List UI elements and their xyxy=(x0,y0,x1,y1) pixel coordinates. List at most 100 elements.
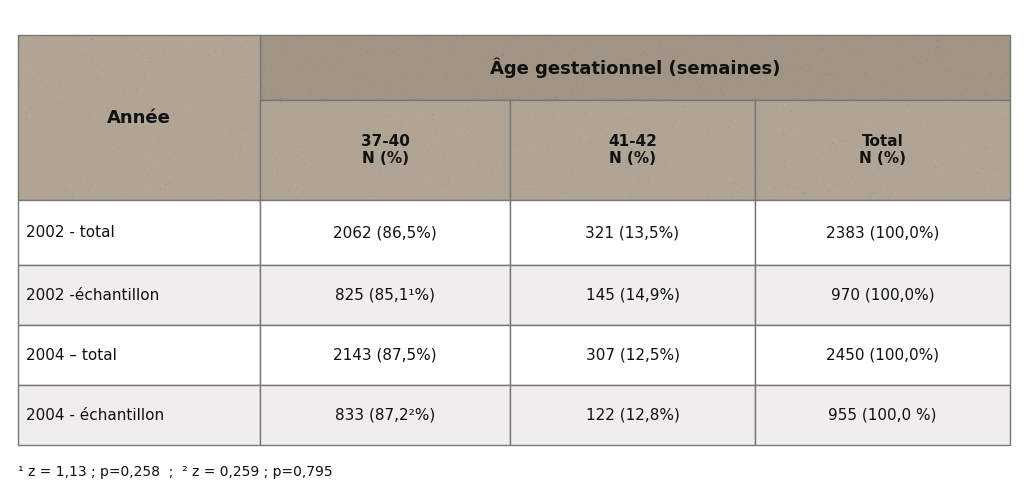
Point xyxy=(134,142,151,150)
Point xyxy=(955,59,972,67)
Point xyxy=(428,128,444,136)
Point xyxy=(940,165,956,173)
Point xyxy=(40,82,56,90)
Point xyxy=(660,167,676,175)
Point xyxy=(529,160,546,168)
Point xyxy=(594,133,610,141)
Point xyxy=(268,121,284,128)
Point xyxy=(274,50,290,58)
Point xyxy=(90,134,107,142)
Point xyxy=(148,93,164,101)
Point xyxy=(910,141,926,149)
Point xyxy=(110,143,126,151)
Point xyxy=(744,42,760,50)
Point xyxy=(632,110,648,118)
Point xyxy=(609,148,626,156)
Point xyxy=(354,80,370,88)
Point xyxy=(230,171,246,179)
Point xyxy=(278,179,294,187)
Point xyxy=(17,64,34,72)
Point xyxy=(591,38,607,46)
Point xyxy=(954,163,971,171)
Point xyxy=(706,44,722,52)
Point xyxy=(780,181,796,189)
Point xyxy=(714,75,731,83)
Point xyxy=(500,195,516,203)
Point xyxy=(944,67,960,75)
Point xyxy=(480,111,497,119)
Point xyxy=(124,77,141,85)
Point xyxy=(588,72,604,80)
Point xyxy=(618,116,634,124)
Point xyxy=(290,83,307,91)
Point xyxy=(652,164,668,172)
Point xyxy=(697,169,713,177)
Point xyxy=(608,134,625,142)
Point xyxy=(286,34,303,42)
Point xyxy=(466,161,482,169)
Point xyxy=(118,65,134,73)
Point xyxy=(541,98,557,106)
Point xyxy=(272,72,288,80)
Point xyxy=(244,72,261,80)
Point xyxy=(140,48,156,56)
Point xyxy=(679,119,696,127)
Point xyxy=(204,186,221,194)
Point xyxy=(762,183,779,191)
Point xyxy=(749,66,765,74)
Point xyxy=(933,87,949,95)
Point xyxy=(534,86,550,94)
Point xyxy=(913,98,930,106)
Point xyxy=(530,58,547,66)
Point xyxy=(995,182,1012,190)
Point xyxy=(39,107,55,115)
Point xyxy=(760,74,777,82)
Point xyxy=(464,157,480,165)
Point xyxy=(532,187,549,195)
Point xyxy=(948,158,964,166)
Point xyxy=(374,155,391,163)
Point xyxy=(89,62,106,70)
Point xyxy=(362,66,379,74)
Point xyxy=(101,56,117,64)
Point xyxy=(12,72,29,80)
Point xyxy=(64,43,80,51)
Point xyxy=(141,167,157,175)
Point xyxy=(833,112,850,120)
Text: Total
N (%): Total N (%) xyxy=(859,134,906,166)
Point xyxy=(159,35,175,43)
Point xyxy=(38,95,54,103)
Point xyxy=(775,32,791,40)
Point xyxy=(64,125,80,133)
Point xyxy=(581,160,597,168)
Point xyxy=(629,99,645,107)
Point xyxy=(435,182,451,190)
Point xyxy=(124,77,141,85)
Point xyxy=(784,108,800,116)
Point xyxy=(960,150,977,158)
Point xyxy=(581,120,597,127)
Point xyxy=(72,60,88,68)
Point xyxy=(698,56,714,64)
Point xyxy=(771,124,787,132)
Point xyxy=(644,74,661,82)
Point xyxy=(208,144,225,152)
Text: 970 (100,0%): 970 (100,0%) xyxy=(831,287,935,302)
Point xyxy=(907,160,923,168)
Point xyxy=(523,185,540,193)
Point xyxy=(805,195,822,203)
Point xyxy=(206,179,223,187)
Point xyxy=(728,36,745,44)
Point xyxy=(84,66,101,74)
Point xyxy=(665,56,681,64)
Point xyxy=(489,132,506,140)
Point xyxy=(32,121,48,128)
Point xyxy=(581,124,597,132)
Point xyxy=(161,179,177,187)
Point xyxy=(150,189,166,197)
Point xyxy=(343,156,359,164)
Point xyxy=(445,92,462,100)
Point xyxy=(849,85,865,93)
Point xyxy=(700,73,716,81)
Point xyxy=(933,195,949,203)
